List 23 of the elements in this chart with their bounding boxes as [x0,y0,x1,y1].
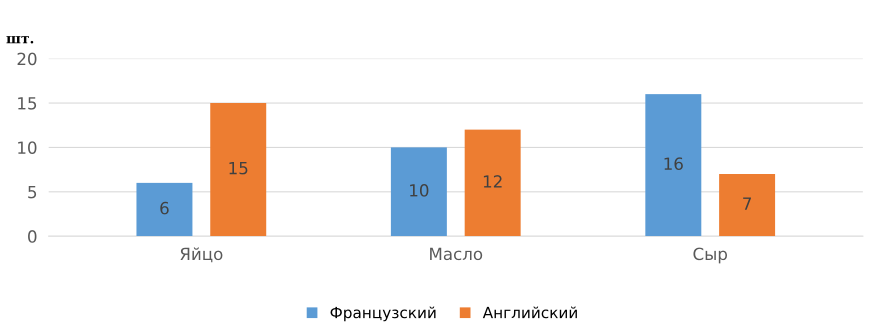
y-axis-title: шт. [6,36,34,44]
bar [719,174,776,236]
legend-label: Английский [482,306,577,318]
y-tick-label: 0 [28,230,36,243]
y-tick-label: 20 [18,52,36,66]
y-tick-label: 10 [18,141,36,154]
x-tick-label: Яйцо [180,247,222,262]
y-tick-label: 15 [18,97,36,110]
y-tick-label: 5 [28,186,36,198]
data-label: 10 [410,184,428,197]
legend-label: Французский [330,306,436,322]
data-label: 16 [664,157,683,170]
data-label: 12 [484,175,502,188]
bar [136,182,192,236]
bar [390,147,447,236]
data-label: 15 [229,162,248,174]
x-tick-label: Сыр [693,248,727,264]
data-label: 6 [160,202,169,214]
bar [645,94,702,236]
x-tick-label: Масло [430,248,482,260]
data-label: 7 [743,198,751,210]
bar [210,103,266,236]
bar [464,130,521,236]
